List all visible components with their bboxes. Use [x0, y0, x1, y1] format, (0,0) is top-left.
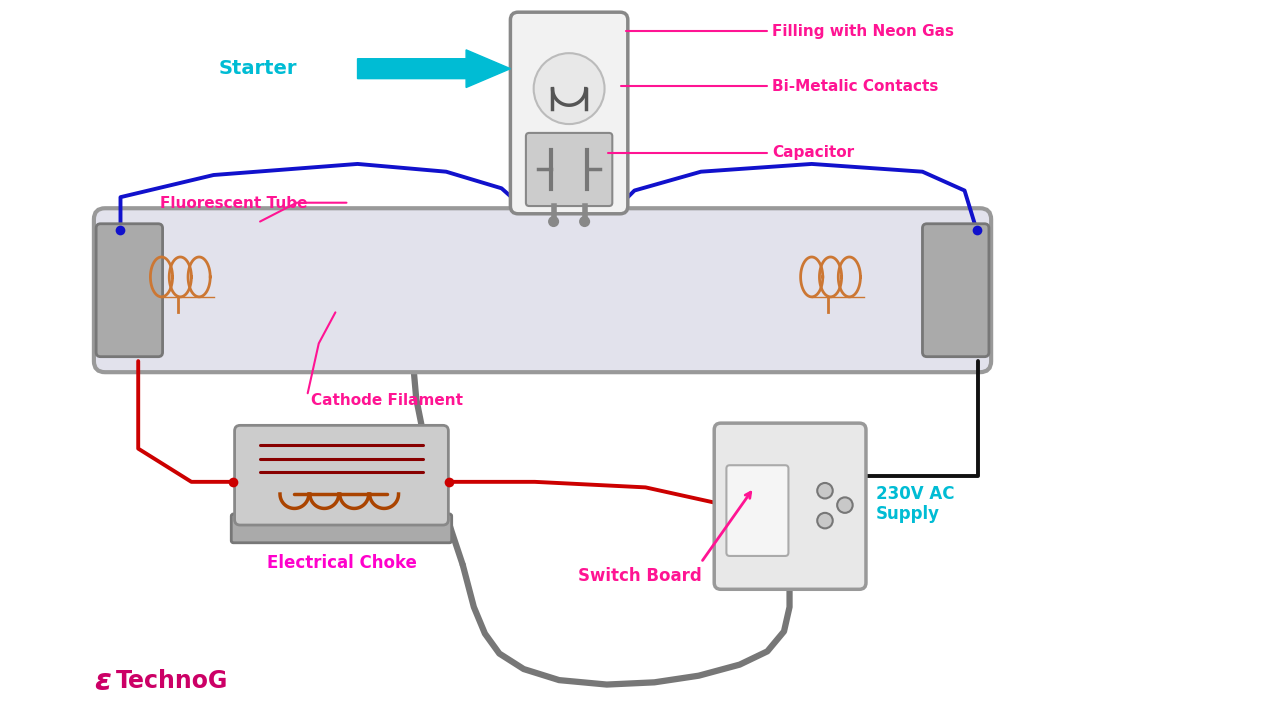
Circle shape — [579, 216, 590, 227]
Text: Starter: Starter — [219, 59, 297, 78]
Text: Filling with Neon Gas: Filling with Neon Gas — [772, 24, 954, 38]
Circle shape — [534, 53, 604, 124]
Text: TechnoG: TechnoG — [116, 669, 228, 693]
Text: Switch Board: Switch Board — [579, 567, 701, 585]
FancyBboxPatch shape — [96, 224, 163, 356]
Text: Fluorescent Tube: Fluorescent Tube — [160, 197, 308, 211]
Text: ε: ε — [95, 667, 111, 696]
Text: 230V AC
Supply: 230V AC Supply — [876, 485, 955, 523]
Circle shape — [837, 498, 852, 513]
FancyBboxPatch shape — [727, 465, 788, 556]
Text: Bi-Metalic Contacts: Bi-Metalic Contacts — [772, 79, 938, 94]
FancyBboxPatch shape — [714, 423, 867, 589]
Text: Electrical Choke: Electrical Choke — [268, 554, 417, 572]
Circle shape — [817, 483, 833, 498]
FancyBboxPatch shape — [93, 208, 991, 372]
FancyBboxPatch shape — [526, 133, 612, 206]
FancyBboxPatch shape — [234, 426, 448, 525]
Text: Capacitor: Capacitor — [772, 145, 854, 161]
Circle shape — [548, 216, 559, 227]
FancyArrow shape — [357, 50, 511, 88]
FancyBboxPatch shape — [511, 12, 627, 214]
Text: Cathode Filament: Cathode Filament — [311, 394, 463, 408]
Text: WWW.ETechnoG.COM: WWW.ETechnoG.COM — [407, 269, 685, 379]
FancyBboxPatch shape — [923, 224, 989, 356]
Circle shape — [817, 513, 833, 528]
FancyBboxPatch shape — [232, 514, 452, 543]
